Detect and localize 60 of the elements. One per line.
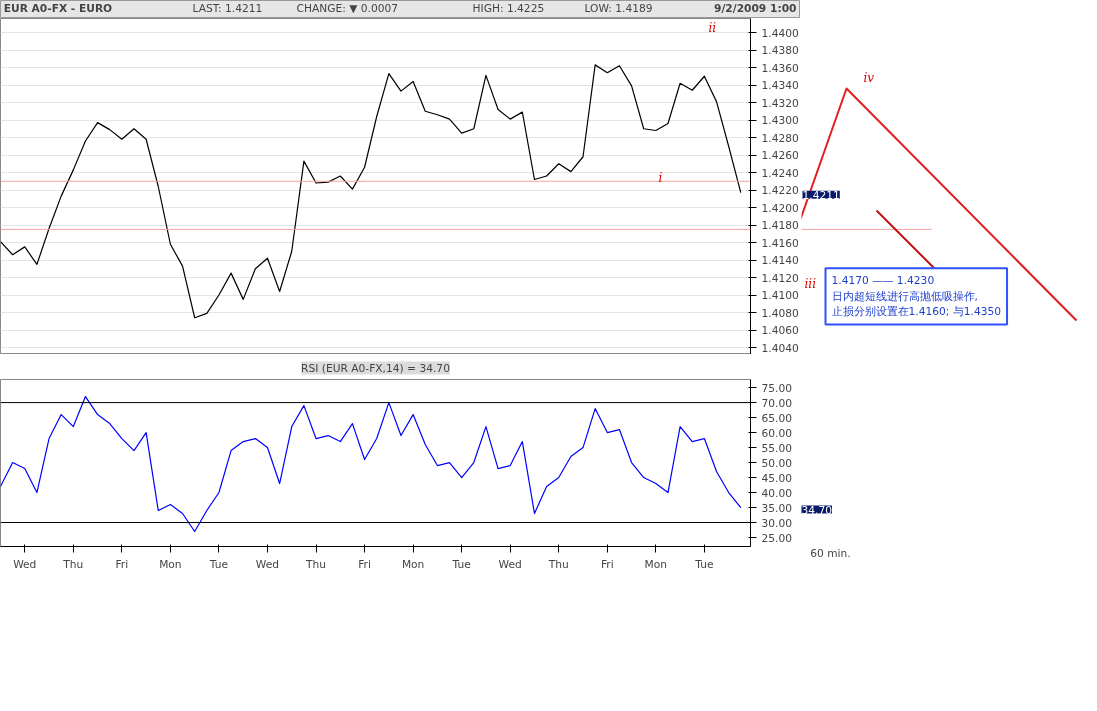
x-tick-label: Mon <box>159 557 182 571</box>
y-tick-label: 1.4140 <box>761 254 800 267</box>
y-tick-label: 1.4120 <box>761 271 800 285</box>
y-tick-label: 1.4160 <box>761 236 800 250</box>
y-tick-label: 1.4220 <box>761 184 800 197</box>
text: CHANGE: ▼ 0.0007 <box>296 1 399 15</box>
annotation: ii <box>708 20 717 35</box>
text: 1.4170 —— 1.4230 日内超短线进行高抛低吸操作, 止损分别设置在1.4160; 与1.4350 <box>831 274 1002 319</box>
y-tick-label: 45.00 <box>761 471 793 485</box>
y-tick-label: 25.00 <box>761 531 793 545</box>
x-tick-label: Fri <box>115 557 129 571</box>
x-tick-label: Fri <box>358 557 371 571</box>
chart-title: RSI (EUR A0-FX,14) = 34.70 <box>301 361 451 375</box>
text: iv <box>863 70 875 85</box>
text: 1.4211 <box>802 188 840 202</box>
y-tick-label: 75.00 <box>761 381 793 395</box>
text: LAST: 1.4211 <box>192 1 263 15</box>
x-tick-label: Wed <box>255 557 280 571</box>
x-tick-label: Mon <box>644 557 668 571</box>
x-tick-label: Wed <box>13 557 37 571</box>
text: LOW: 1.4189 <box>584 1 653 15</box>
y-tick-label: 1.4240 <box>761 166 800 180</box>
y-tick-label: 50.00 <box>761 456 793 470</box>
y-tick-label: 60.00 <box>761 426 793 440</box>
annotation: i <box>658 170 663 185</box>
y-tick-label: 1.4300 <box>761 114 800 127</box>
y-tick-label: 70.00 <box>761 396 793 410</box>
text: 9/2/2009 1:00 <box>714 1 797 15</box>
x-tick-label: Thu <box>547 557 569 571</box>
y-tick-label: 1.4200 <box>761 201 800 215</box>
text: iii <box>804 276 817 291</box>
y-tick-label: 40.00 <box>761 486 793 500</box>
x-tick-label: Tue <box>694 557 714 571</box>
x-tick-label: Tue <box>208 557 229 571</box>
y-tick-label: 1.4320 <box>761 96 800 110</box>
y-tick-label: 1.4280 <box>761 131 800 145</box>
text: 34.70 <box>801 503 833 517</box>
x-tick-label: Fri <box>600 557 614 571</box>
x-tick-label: Tue <box>451 557 471 571</box>
x-axis-title: 60 min. <box>810 546 851 560</box>
x-tick-label: Wed <box>498 557 522 571</box>
chart-title: EUR A0-FX - EURO <box>3 1 113 15</box>
y-tick-label: 30.00 <box>761 516 793 530</box>
y-tick-label: 1.4060 <box>761 324 800 337</box>
x-tick-label: Thu <box>305 557 327 571</box>
x-tick-label: Mon <box>401 557 425 571</box>
x-tick-label: Thu <box>62 557 84 571</box>
text: HIGH: 1.4225 <box>472 1 545 15</box>
y-tick-label: 55.00 <box>761 441 793 455</box>
y-tick-label: 1.4400 <box>761 26 800 40</box>
y-tick-label: 1.4180 <box>761 219 800 232</box>
y-tick-label: 35.00 <box>761 501 793 515</box>
y-tick-label: 1.4040 <box>761 341 800 355</box>
y-tick-label: 1.4100 <box>761 289 800 302</box>
y-tick-label: 1.4380 <box>761 44 800 57</box>
y-tick-label: 65.00 <box>761 411 793 425</box>
y-tick-label: 1.4360 <box>761 61 800 75</box>
y-tick-label: 1.4340 <box>761 79 800 92</box>
y-tick-label: 1.4080 <box>761 306 800 320</box>
y-tick-label: 1.4260 <box>761 149 800 162</box>
